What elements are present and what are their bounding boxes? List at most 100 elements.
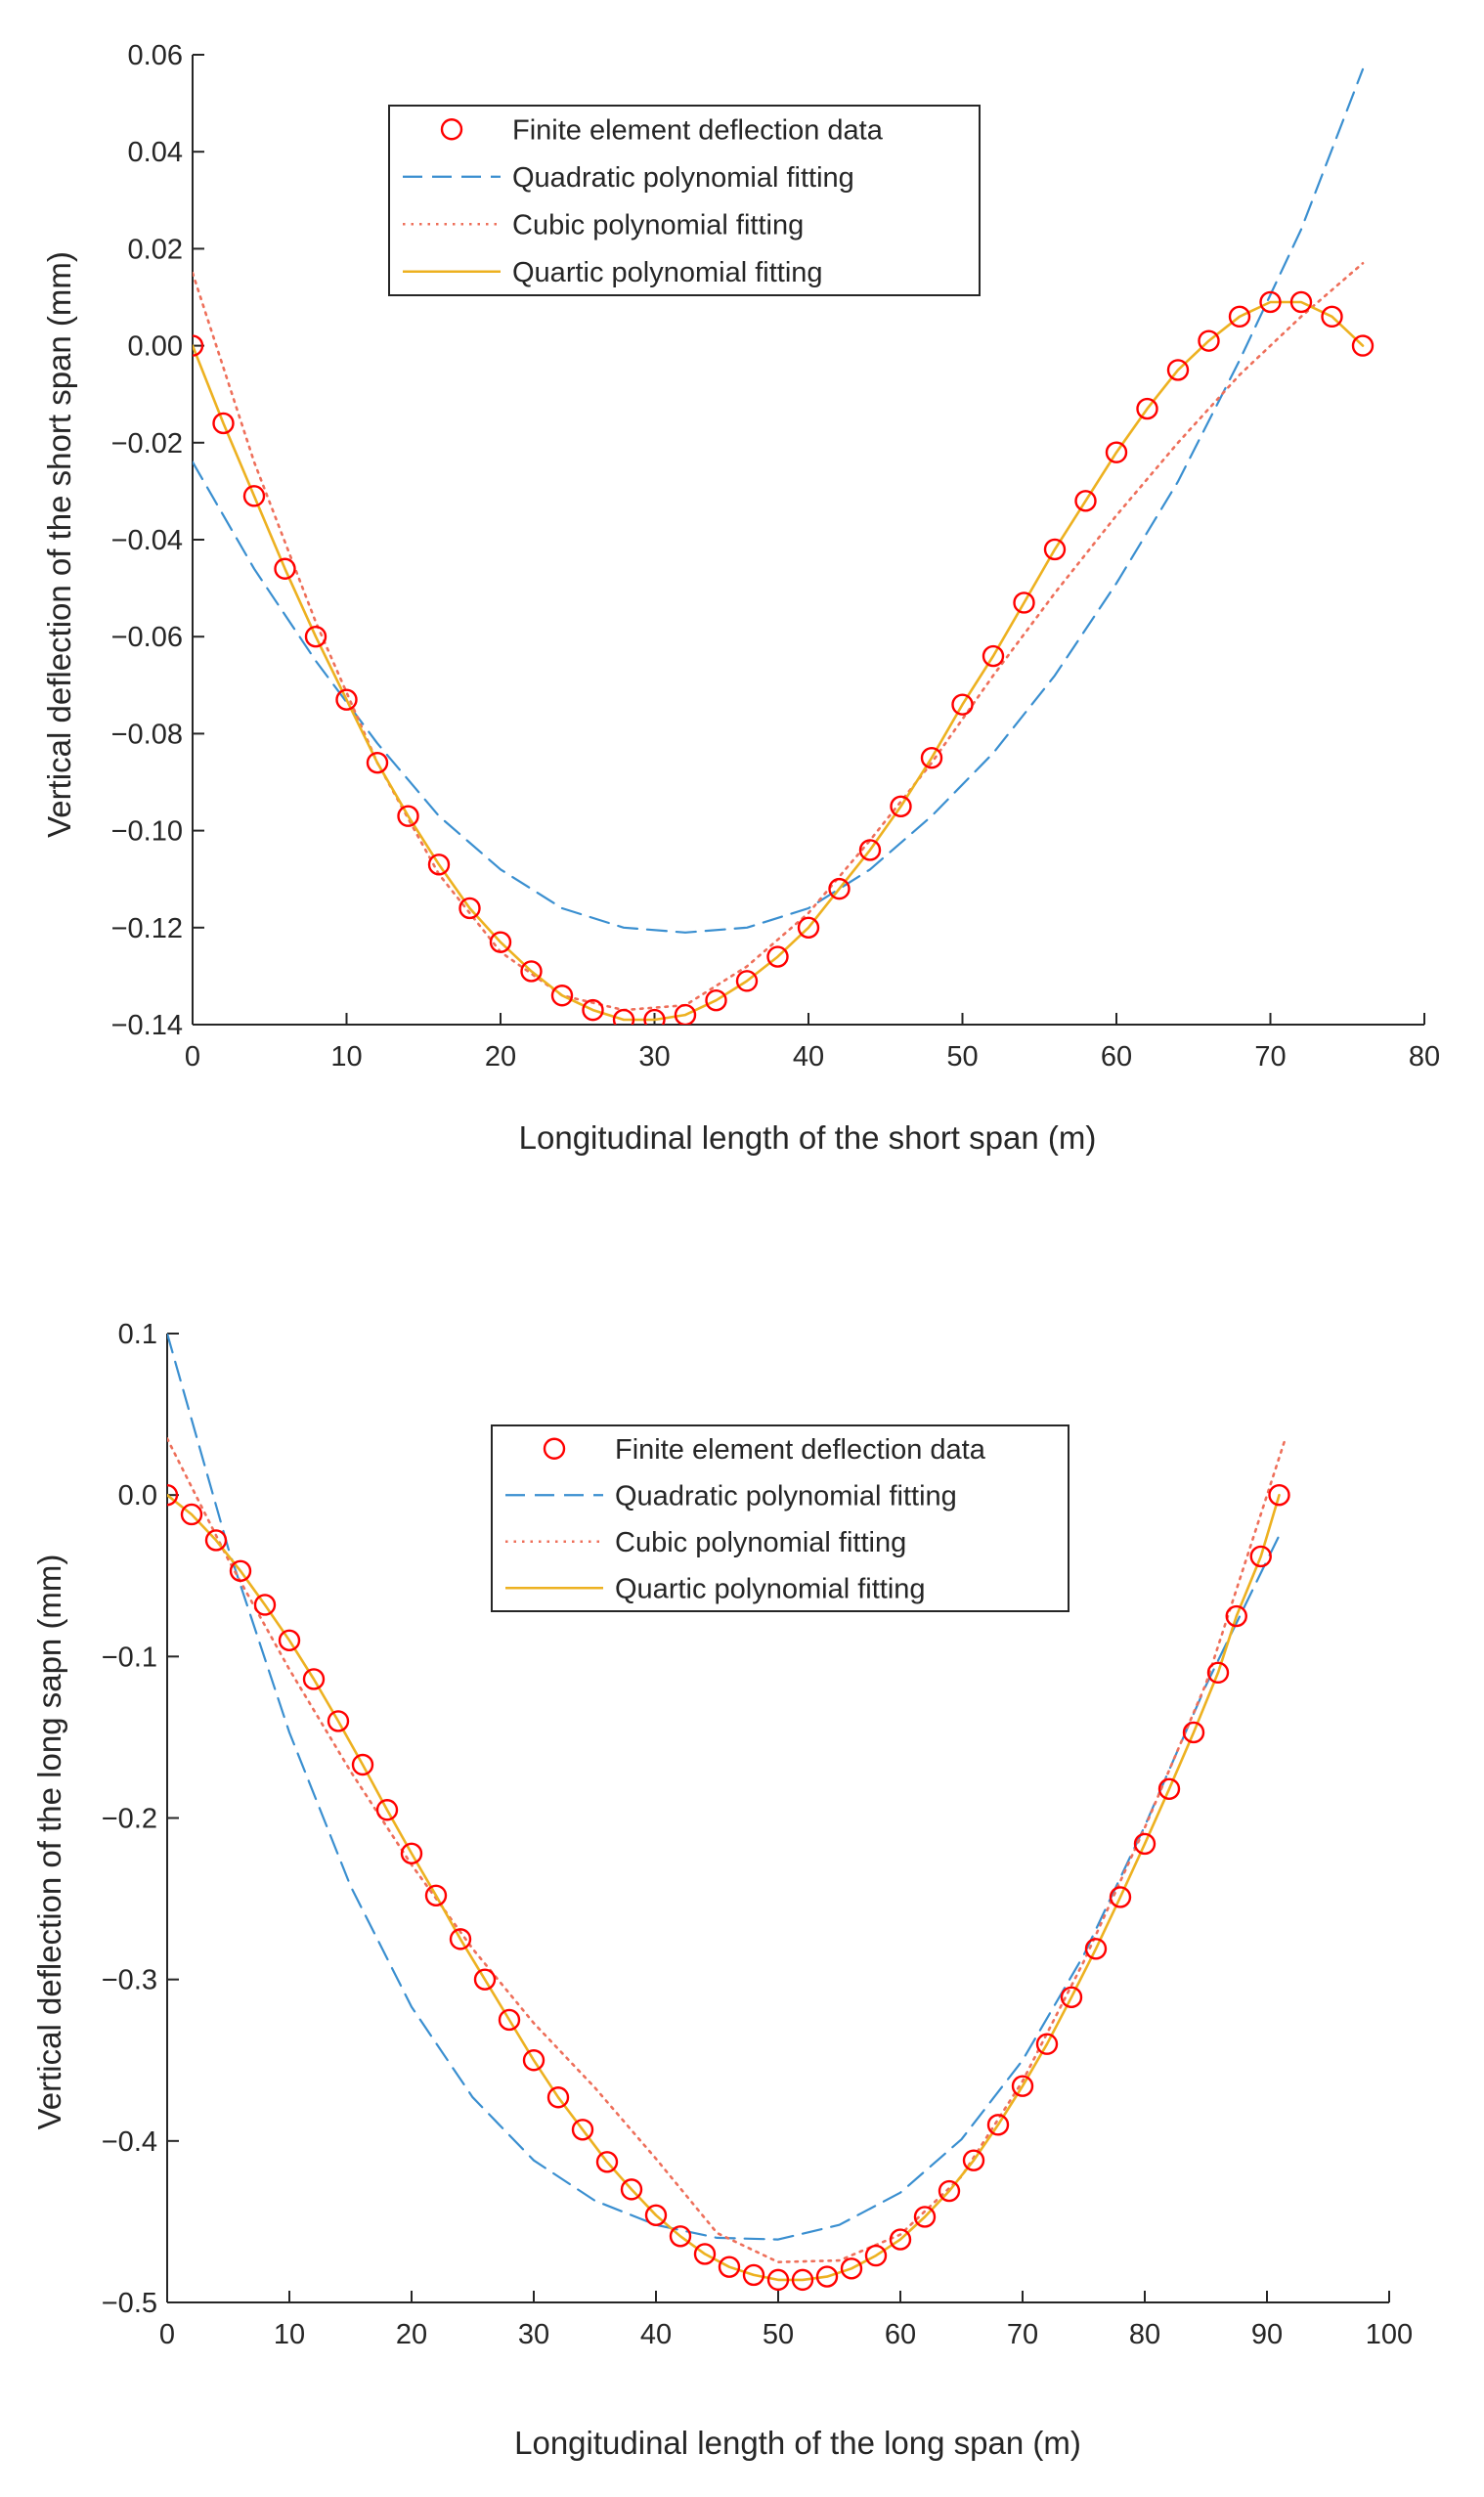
short-span-chart: Longitudinal length of the short span (m… <box>41 40 1440 1156</box>
fe-data-point <box>791 2268 814 2292</box>
fe-data-point <box>890 795 912 817</box>
chart-1-ylabel: Vertical deflection of the long sapn (mm… <box>31 1555 67 2130</box>
y-tick-label: −0.2 <box>102 1804 157 1835</box>
legend-label: Quadratic polynomial fitting <box>512 162 854 194</box>
fe-data-point <box>938 2179 961 2203</box>
y-tick-label: −0.02 <box>111 428 183 460</box>
fe-data-point <box>840 2257 863 2280</box>
fe-data-point <box>693 2243 717 2265</box>
x-tick-label: 50 <box>946 1041 978 1073</box>
fe-data-point <box>595 2151 619 2173</box>
fe-data-point <box>643 1008 666 1025</box>
fe-data-point <box>167 1483 179 1507</box>
long-span-chart: Longitudinal length of the long span (m)… <box>31 1319 1413 2461</box>
x-tick-label: 70 <box>1254 1041 1286 1073</box>
dashed-fit-line <box>193 67 1365 934</box>
x-tick-label: 80 <box>1409 1041 1440 1073</box>
fe-data-point <box>397 805 419 827</box>
solid-fit-line <box>167 1493 1281 2282</box>
fe-data-point <box>858 839 882 861</box>
fe-data-point <box>735 970 759 992</box>
x-tick-label: 40 <box>640 2319 672 2350</box>
fe-data-point <box>669 2225 692 2248</box>
fe-data-point <box>1074 490 1097 512</box>
fe-data-point <box>1249 1545 1272 1568</box>
fe-data-point <box>986 2114 1010 2136</box>
fe-data-point <box>920 747 943 769</box>
fe-data-point <box>193 334 204 357</box>
y-tick-label: 0.06 <box>128 40 183 71</box>
fe-data-point <box>1060 1986 1083 2009</box>
fe-data-point <box>962 2149 985 2171</box>
legend-label: Quadratic polynomial fitting <box>615 1480 957 1511</box>
fe-data-point <box>612 1008 635 1025</box>
fe-data-point <box>889 2228 912 2251</box>
fe-data-point <box>473 1968 497 1991</box>
x-tick-label: 20 <box>485 1041 516 1073</box>
fe-data-point <box>766 945 789 968</box>
legend-box <box>491 1424 1069 1612</box>
y-tick-label: −0.4 <box>102 2126 157 2158</box>
fe-data-point <box>489 931 512 953</box>
fe-data-point <box>766 2268 790 2292</box>
y-tick-label: −0.3 <box>102 1965 157 1996</box>
x-tick-label: 30 <box>638 1041 670 1073</box>
y-tick-label: −0.04 <box>111 525 183 556</box>
fe-data-point <box>1011 2075 1034 2097</box>
legend-label: Finite element deflection data <box>615 1434 986 1466</box>
x-tick-label: 10 <box>330 1041 362 1073</box>
fe-data-point <box>1166 359 1190 381</box>
fe-data-point <box>274 557 296 580</box>
fe-data-point <box>1084 1938 1108 1960</box>
fe-data-point <box>644 2204 668 2227</box>
fe-data-point <box>278 1629 301 1652</box>
y-tick-label: 0.1 <box>118 1319 157 1350</box>
solid-fit-line <box>193 300 1365 1022</box>
fe-data-point <box>718 2256 741 2278</box>
dotted-fit-line <box>193 262 1365 1012</box>
y-tick-label: −0.12 <box>111 913 183 944</box>
legend-label: Cubic polynomial fitting <box>512 209 804 241</box>
fe-data-point <box>1105 441 1128 463</box>
y-tick-label: −0.1 <box>102 1642 157 1673</box>
y-tick-label: −0.5 <box>102 2288 157 2319</box>
fe-data-point <box>229 1559 252 1582</box>
x-tick-label: 10 <box>274 2319 305 2350</box>
fe-data-point <box>1182 1721 1205 1744</box>
fe-data-point <box>951 693 974 716</box>
fe-data-point <box>546 2086 570 2109</box>
x-tick-label: 60 <box>1101 1041 1132 1073</box>
fe-data-point <box>449 1928 472 1950</box>
chart-0-ylabel: Vertical deflection of the short span (m… <box>41 251 77 838</box>
fe-data-point <box>1289 290 1313 314</box>
fe-data-point <box>582 998 604 1022</box>
fe-data-point <box>304 626 327 648</box>
legend-label: Finite element deflection data <box>512 114 884 146</box>
fe-data-point <box>253 1594 277 1616</box>
fe-data-point <box>1225 1604 1247 1628</box>
fe-data-point <box>742 2263 765 2287</box>
fe-data-point <box>400 1842 423 1865</box>
fe-data-point <box>302 1668 326 1690</box>
x-tick-label: 40 <box>793 1041 824 1073</box>
legend-box <box>388 105 981 296</box>
chart-0-xlabel: Longitudinal length of the short span (m… <box>519 1119 1097 1156</box>
x-tick-label: 70 <box>1007 2319 1038 2350</box>
legend-marker <box>440 118 463 141</box>
fe-data-point <box>1043 538 1067 561</box>
plot-area <box>167 1334 1290 2292</box>
fe-data-point <box>351 1753 374 1776</box>
fe-data-point <box>327 1710 350 1732</box>
fe-data-point <box>335 688 358 711</box>
fe-data-point <box>522 2049 546 2072</box>
fe-data-point <box>1259 290 1282 314</box>
x-tick-label: 90 <box>1251 2319 1283 2350</box>
x-tick-label: 30 <box>518 2319 549 2350</box>
fe-data-point <box>1206 1661 1230 1685</box>
fe-data-point <box>1198 329 1220 352</box>
x-tick-label: 100 <box>1366 2319 1413 2350</box>
x-tick-label: 60 <box>885 2319 916 2350</box>
fe-data-point <box>1013 591 1035 614</box>
